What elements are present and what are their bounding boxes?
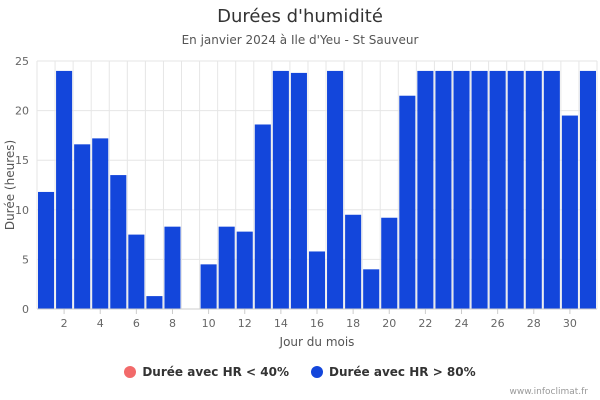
x-tick-label: 20 bbox=[382, 317, 396, 330]
x-tick-label: 28 bbox=[527, 317, 541, 330]
x-tick-label: 26 bbox=[491, 317, 505, 330]
bar-day-6-series-1[interactable] bbox=[128, 234, 145, 309]
bar-day-14-series-1[interactable] bbox=[272, 70, 289, 309]
bar-day-26-series-1[interactable] bbox=[489, 70, 506, 309]
y-axis-title: Durée (heures) bbox=[3, 140, 17, 230]
bar-day-16-series-1[interactable] bbox=[308, 251, 326, 309]
bar-day-25-series-1[interactable] bbox=[471, 70, 488, 309]
bar-day-10-series-1[interactable] bbox=[200, 264, 217, 309]
bar-day-30-series-1[interactable] bbox=[561, 115, 578, 309]
y-tick-label: 10 bbox=[15, 204, 29, 217]
x-tick-label: 24 bbox=[455, 317, 469, 330]
x-tick-label: 18 bbox=[346, 317, 360, 330]
y-tick-label: 15 bbox=[15, 154, 29, 167]
y-tick-label: 20 bbox=[15, 105, 29, 118]
x-tick-label: 8 bbox=[169, 317, 176, 330]
x-tick-label: 30 bbox=[563, 317, 577, 330]
bar-day-19-series-1[interactable] bbox=[363, 269, 380, 309]
bar-day-28-series-1[interactable] bbox=[525, 70, 542, 309]
legend-marker-red bbox=[124, 366, 137, 378]
bar-day-18-series-1[interactable] bbox=[345, 214, 362, 309]
bar-day-3-series-1[interactable] bbox=[74, 144, 91, 309]
y-tick-label: 5 bbox=[22, 253, 29, 266]
x-tick-label: 2 bbox=[61, 317, 68, 330]
bar-day-4-series-1[interactable] bbox=[92, 138, 109, 309]
bar-day-5-series-1[interactable] bbox=[110, 175, 127, 309]
bar-day-12-series-1[interactable] bbox=[236, 231, 253, 309]
chart-title: Durées d'humidité bbox=[217, 6, 383, 27]
bar-day-20-series-1[interactable] bbox=[381, 217, 398, 309]
legend-marker-blue bbox=[311, 366, 323, 378]
bar-day-1-series-1[interactable] bbox=[38, 191, 55, 309]
bar-day-22-series-1[interactable] bbox=[417, 70, 434, 309]
bar-day-7-series-1[interactable] bbox=[146, 296, 163, 309]
bar-day-17-series-1[interactable] bbox=[327, 70, 344, 309]
chart-subtitle: En janvier 2024 à Ile d'Yeu - St Sauveur bbox=[181, 33, 419, 47]
x-tick-label: 16 bbox=[310, 317, 324, 330]
bar-day-29-series-1[interactable] bbox=[543, 70, 560, 309]
x-tick-label: 14 bbox=[274, 317, 288, 330]
x-tick-label: 12 bbox=[238, 317, 252, 330]
x-tick-label: 4 bbox=[97, 317, 104, 330]
x-tick-label: 6 bbox=[133, 317, 140, 330]
bar-day-8-series-1[interactable] bbox=[164, 226, 181, 309]
legend: Durée avec HR < 40% Durée avec HR > 80% bbox=[0, 365, 600, 379]
bar-day-13-series-1[interactable] bbox=[254, 124, 271, 309]
y-tick-label: 25 bbox=[15, 55, 29, 68]
bar-layer bbox=[38, 70, 596, 310]
legend-item-hr-above-80[interactable]: Durée avec HR > 80% bbox=[311, 365, 476, 379]
bar-day-27-series-1[interactable] bbox=[507, 70, 524, 309]
legend-item-hr-below-40[interactable]: Durée avec HR < 40% bbox=[124, 365, 289, 379]
x-axis-title: Jour du mois bbox=[279, 335, 355, 349]
bar-day-23-series-1[interactable] bbox=[435, 70, 452, 309]
x-tick-label: 22 bbox=[418, 317, 432, 330]
bar-day-15-series-1[interactable] bbox=[290, 72, 307, 310]
legend-label: Durée avec HR > 80% bbox=[329, 365, 476, 379]
credit-link[interactable]: www.infoclimat.fr bbox=[509, 387, 589, 397]
bar-day-2-series-1[interactable] bbox=[56, 70, 73, 309]
bar-day-11-series-1[interactable] bbox=[218, 226, 235, 309]
y-tick-label: 0 bbox=[22, 303, 29, 316]
bar-day-31-series-1[interactable] bbox=[579, 70, 596, 309]
bar-day-24-series-1[interactable] bbox=[453, 70, 470, 309]
legend-label: Durée avec HR < 40% bbox=[142, 365, 289, 379]
x-tick-label: 10 bbox=[202, 317, 216, 330]
bar-day-21-series-1[interactable] bbox=[399, 95, 416, 309]
grid-layer bbox=[36, 60, 598, 310]
